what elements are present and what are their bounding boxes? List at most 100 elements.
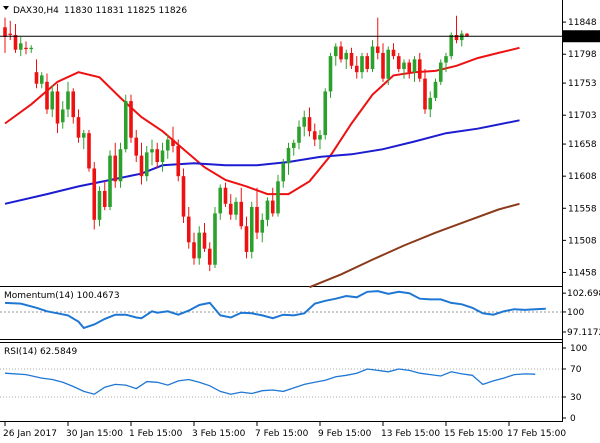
candle-body (281, 163, 286, 182)
candle (307, 107, 312, 137)
candle (81, 129, 86, 150)
candle-body (375, 46, 380, 53)
time-tick-label: 17 Feb 15:00 (507, 429, 566, 439)
candle (302, 110, 307, 137)
candle-body (24, 47, 28, 50)
candle-body (339, 46, 343, 60)
candle (202, 223, 207, 252)
candle-body (302, 117, 307, 127)
candle-body (207, 248, 212, 265)
candle (50, 85, 55, 118)
candle (165, 135, 170, 159)
candle (454, 15, 459, 44)
price-tick-label: 11508 (568, 236, 597, 246)
candle-body (186, 216, 191, 243)
candle-body (218, 187, 223, 214)
candle-body (417, 59, 422, 79)
candle-body (297, 126, 301, 143)
candle-body (239, 201, 244, 227)
time-tick-label: 30 Jan 15:00 (66, 429, 123, 439)
time-tick-label: 15 Feb 15:00 (444, 429, 503, 439)
candle (396, 52, 401, 73)
candle-body (270, 200, 275, 214)
candle-body (165, 139, 170, 151)
rsi-tick-label: 0 (570, 414, 576, 424)
candle (113, 142, 118, 188)
candle-body (223, 187, 228, 204)
candle (402, 59, 406, 79)
candle-body (29, 47, 34, 50)
candle (213, 206, 217, 268)
candle-body (244, 226, 249, 252)
ohlc-values: 11830 11831 11825 11826 (64, 6, 187, 16)
candle (129, 94, 133, 143)
candle-body (144, 152, 149, 177)
candle (18, 36, 23, 57)
candle (186, 206, 191, 249)
rsi-tick-label: 30 (570, 393, 582, 403)
candle (354, 56, 359, 79)
candle (207, 242, 212, 272)
candle (291, 139, 296, 156)
candle-body (428, 97, 433, 110)
candle-body (396, 56, 401, 69)
candle (423, 68, 427, 114)
candle (249, 201, 254, 259)
momentum-tick-label: 100 (567, 308, 584, 318)
candle (3, 17, 7, 53)
candle-body (291, 142, 296, 148)
candle-body (328, 56, 333, 92)
candle-body (228, 203, 233, 215)
candle (97, 186, 102, 227)
candle (444, 52, 448, 73)
candle-body (307, 117, 312, 132)
candle-body (71, 91, 76, 118)
time-tick-label: 7 Feb 15:00 (255, 429, 309, 439)
candle-body (276, 181, 280, 214)
candle-body (123, 101, 128, 150)
price-tick-label: 11798 (568, 50, 597, 60)
symbol-label: DAX30,H4 (13, 6, 59, 16)
candle (155, 142, 160, 169)
candle (412, 56, 417, 82)
candle (234, 197, 238, 220)
candle-body (249, 206, 254, 252)
candle-body (139, 155, 144, 177)
candle (328, 52, 333, 98)
candle-body (118, 149, 123, 182)
candle-body (129, 101, 133, 138)
candle-body (18, 43, 23, 50)
candle-body (3, 27, 7, 37)
candle (60, 101, 65, 129)
rsi-line (4, 368, 536, 395)
candle (333, 43, 338, 66)
candle (281, 158, 286, 188)
time-tick-label: 9 Feb 15:00 (318, 429, 372, 439)
candle (381, 43, 385, 82)
triangle-down-icon[interactable] (3, 6, 9, 10)
candle-body (391, 49, 396, 57)
candle-body (459, 33, 464, 41)
candle-body (423, 78, 427, 110)
candle-body (202, 232, 207, 249)
candle (197, 226, 202, 265)
candlesticks (3, 15, 469, 272)
candle-body (412, 59, 417, 73)
momentum-tick-label: 102.6987 (567, 289, 600, 299)
candle-body (76, 117, 81, 138)
candle-body (55, 91, 60, 124)
candle (323, 88, 328, 140)
candle (139, 142, 144, 185)
candle-body (160, 150, 165, 163)
candle-body (197, 232, 202, 259)
price-tick-label: 11848 (568, 18, 597, 28)
price-tick-label: 11658 (568, 140, 597, 150)
rsi-title: RSI(14) 62.5849 (4, 347, 77, 357)
candle (365, 52, 370, 73)
candle (318, 129, 322, 150)
candle-body (365, 56, 370, 69)
time-axis: 26 Jan 2017 30 Jan 15:00 1 Feb 15:00 3 Feb … (3, 422, 566, 439)
candle (344, 49, 349, 69)
candle-body (312, 131, 317, 140)
